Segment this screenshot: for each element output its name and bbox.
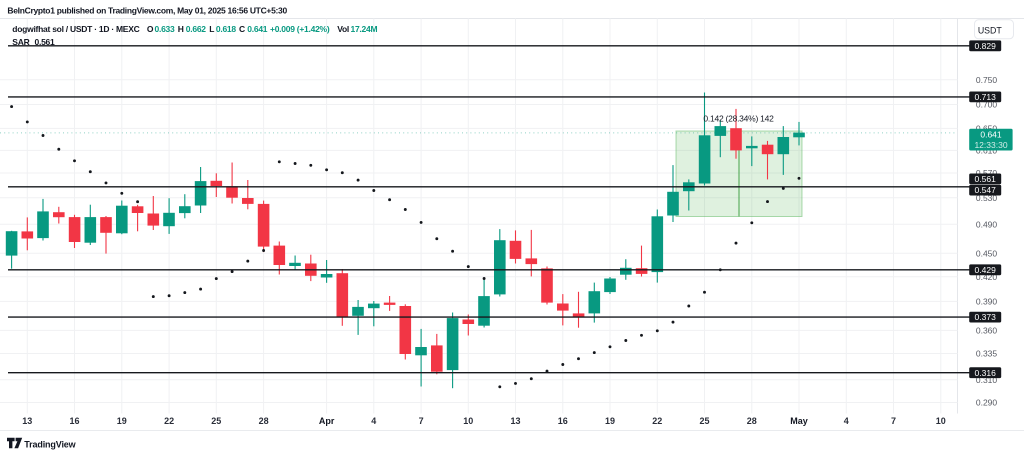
svg-text:O: O [147,24,154,34]
svg-text:28: 28 [259,416,269,426]
svg-text:0.530: 0.530 [976,193,998,203]
svg-text:0.547: 0.547 [975,185,997,195]
svg-text:Vol: Vol [337,24,349,34]
svg-text:13: 13 [22,416,32,426]
svg-text:0.700: 0.700 [976,100,998,110]
svg-text:0.290: 0.290 [976,398,998,408]
svg-text:28: 28 [747,416,757,426]
svg-text:0.360: 0.360 [976,326,998,336]
svg-text:19: 19 [605,416,615,426]
svg-text:0.310: 0.310 [976,375,998,385]
svg-text:25: 25 [211,416,221,426]
svg-text:7: 7 [419,416,424,426]
svg-text:0.633: 0.633 [155,24,176,34]
svg-text:22: 22 [164,416,174,426]
svg-text:19: 19 [117,416,127,426]
svg-text:0.650: 0.650 [976,124,998,134]
svg-text:0.618: 0.618 [216,24,237,34]
svg-text:0.570: 0.570 [976,168,998,178]
svg-text:0.750: 0.750 [976,75,998,85]
svg-text:0.373: 0.373 [975,312,997,322]
svg-text:16: 16 [69,416,79,426]
svg-text:17.24M: 17.24M [351,24,378,34]
svg-text:25: 25 [699,416,709,426]
svg-text:C: C [239,24,245,34]
svg-text:0.610: 0.610 [976,146,998,156]
svg-text:16: 16 [558,416,568,426]
svg-text:0.450: 0.450 [976,249,998,259]
svg-text:10: 10 [463,416,473,426]
svg-text:0.390: 0.390 [976,297,998,307]
svg-text:7: 7 [891,416,896,426]
svg-text:0.335: 0.335 [976,349,998,359]
svg-text:0.561: 0.561 [35,37,56,47]
svg-text:L: L [209,24,214,34]
svg-text:10: 10 [936,416,946,426]
svg-text:0.713: 0.713 [975,92,997,102]
svg-text:22: 22 [652,416,662,426]
svg-text:0.662: 0.662 [186,24,207,34]
svg-text:4: 4 [844,416,849,426]
svg-text:TradingView: TradingView [24,439,76,449]
svg-text:4: 4 [371,416,376,426]
svg-text:BeInCrypto1 published on Tradi: BeInCrypto1 published on TradingView.com… [7,6,287,16]
svg-text:0.641: 0.641 [247,24,268,34]
svg-text:12:33:30: 12:33:30 [974,140,1007,150]
svg-text:0.420: 0.420 [976,272,998,282]
svg-text:USDT: USDT [978,26,1003,36]
svg-text:0.829: 0.829 [975,41,997,51]
svg-text:0.490: 0.490 [976,220,998,230]
svg-text:dogwifhat sol / USDT · 1D · ME: dogwifhat sol / USDT · 1D · MEXC [12,24,139,34]
svg-text:SAR: SAR [12,37,29,47]
svg-text:0.316: 0.316 [975,368,997,378]
svg-text:May: May [790,416,808,426]
svg-text:13: 13 [510,416,520,426]
svg-text:H: H [178,24,184,34]
svg-text:0.142 (28.34%) 142: 0.142 (28.34%) 142 [703,114,774,124]
svg-text:Apr: Apr [319,416,335,426]
svg-text:+0.009 (+1.42%): +0.009 (+1.42%) [270,24,330,34]
svg-text:0.561: 0.561 [975,174,997,184]
svg-text:0.429: 0.429 [975,265,997,275]
svg-text:0.641: 0.641 [980,130,1002,140]
